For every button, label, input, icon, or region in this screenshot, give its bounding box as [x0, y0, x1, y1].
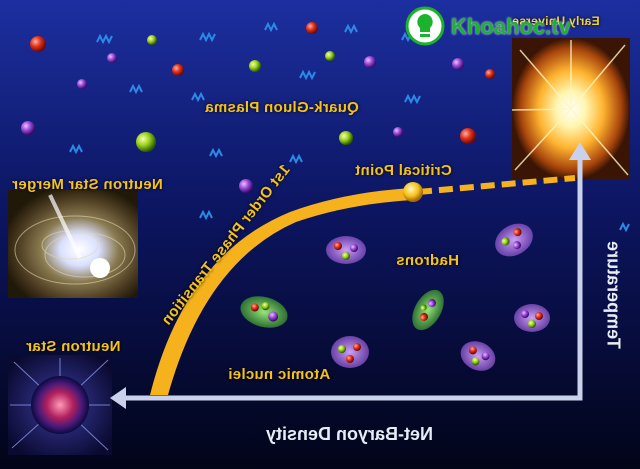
- crossover-dashed-line: [417, 175, 576, 195]
- bulb-logo-icon: [405, 6, 445, 46]
- first-order-transition-line: [150, 188, 412, 395]
- neutron-star-image: [8, 355, 112, 455]
- quark-particles: [21, 22, 495, 193]
- gluon-squiggles: [69, 21, 630, 233]
- atomic-nuclei-label: Atomic nuclei: [228, 366, 331, 383]
- x-axis-arrowhead: [110, 387, 126, 409]
- watermark-text: Khoahoc.tv: [451, 14, 571, 39]
- x-axis-label: Net-Baryon Density: [266, 424, 434, 444]
- neutron-star-label: Neutron Star: [26, 338, 121, 355]
- hadrons-label: Hadrons: [396, 252, 459, 269]
- y-axis-arrowhead: [569, 142, 591, 160]
- critical-point-marker: [403, 182, 423, 202]
- neutron-star-merger-image: [8, 190, 138, 298]
- hadron-particles: [240, 223, 550, 371]
- neutron-star-merger-label: Neutron Star Merger: [12, 176, 163, 193]
- y-axis-label: Temperature: [603, 241, 624, 349]
- critical-point-label: Critical Point: [355, 162, 452, 179]
- axis-arrows: [110, 142, 591, 409]
- quark-gluon-plasma-label: Quark-Gluon Plasma: [205, 99, 359, 116]
- early-universe-image: [511, 38, 630, 180]
